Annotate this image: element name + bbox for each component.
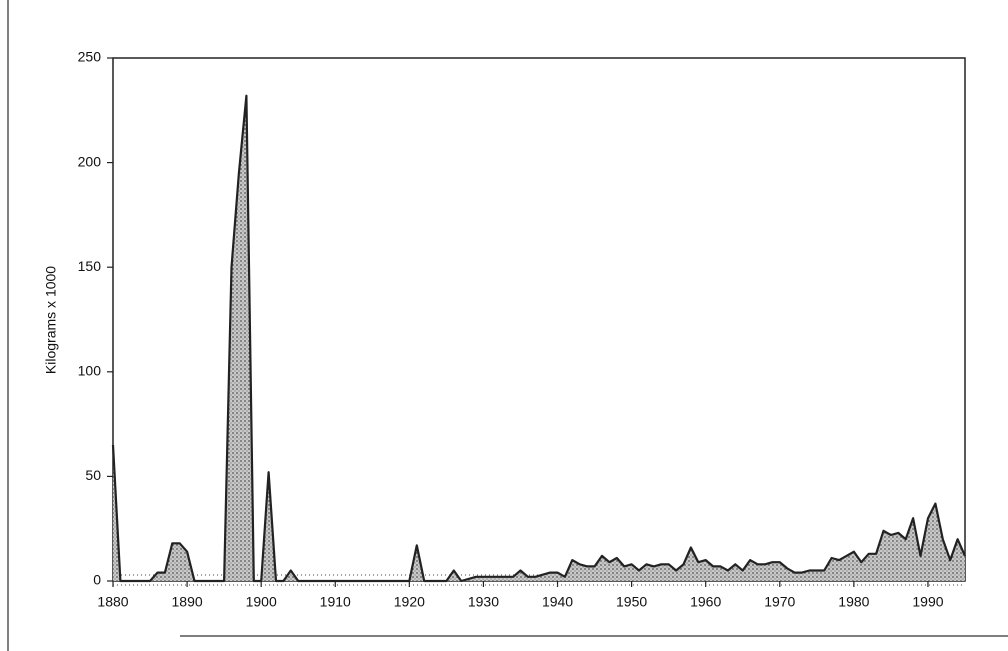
area-line [111, 94, 967, 583]
y-tick-label: 0 [93, 572, 101, 588]
x-tick-label: 1970 [764, 594, 795, 610]
x-tick-label: 1900 [246, 594, 277, 610]
x-tick-label: 1890 [172, 594, 203, 610]
x-tick-label: 1930 [468, 594, 499, 610]
y-tick-label: 150 [78, 258, 102, 274]
x-tick-label: 1950 [616, 594, 647, 610]
y-tick-label: 100 [78, 363, 102, 379]
x-tick-label: 1920 [394, 594, 425, 610]
y-tick-label: 250 [78, 49, 102, 65]
x-tick-label: 1960 [690, 594, 721, 610]
x-tick-label: 1880 [97, 594, 128, 610]
y-tick-label: 200 [78, 153, 102, 169]
x-tick-label: 1910 [320, 594, 351, 610]
y-axis-label: Kilograms x 1000 [43, 266, 59, 374]
x-tick-label: 1990 [912, 594, 943, 610]
x-tick-label: 1940 [542, 594, 573, 610]
y-tick-label: 50 [85, 467, 101, 483]
x-tick-label: 1980 [838, 594, 869, 610]
area-fill [113, 95, 965, 581]
